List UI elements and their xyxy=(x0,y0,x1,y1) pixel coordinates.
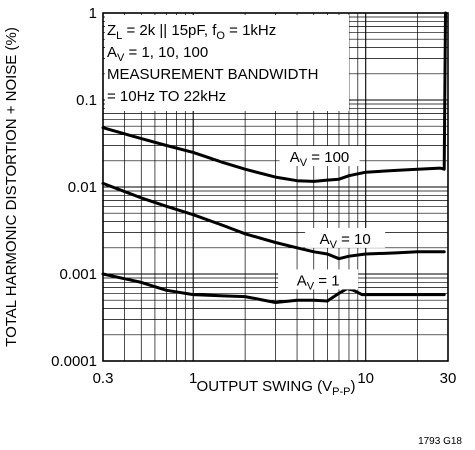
series-label-background xyxy=(279,145,360,166)
conditions-subscript: O xyxy=(216,30,225,42)
series-label-sub: V xyxy=(300,157,308,169)
y-tick-label: 1 xyxy=(89,5,97,22)
conditions-line: MEASUREMENT BANDWIDTH xyxy=(107,66,318,83)
conditions-text: Z xyxy=(107,22,116,39)
plot-frame xyxy=(102,12,449,362)
series-line xyxy=(101,272,446,304)
conditions-line: = 10Hz TO 22kHz xyxy=(107,88,226,105)
series-label-main: A xyxy=(320,231,330,248)
series-label-sub: V xyxy=(330,239,338,251)
series-line xyxy=(101,11,447,183)
series-label-sub: V xyxy=(307,280,315,292)
series-label-main: A xyxy=(290,149,300,166)
series-label-main: A xyxy=(297,272,307,289)
y-tick-label: 0.0001 xyxy=(51,353,97,370)
conditions-text: = 10Hz TO 22kHz xyxy=(107,88,226,105)
series-line xyxy=(101,181,446,261)
figure-code: 1793 G18 xyxy=(418,436,462,447)
y-tick-label: 0.001 xyxy=(59,266,97,283)
conditions-line: ZL = 2k || 15pF, fO = 1kHz xyxy=(107,22,276,42)
y-tick-label: 0.1 xyxy=(76,92,97,109)
tick-labels: 0.3 1 10 30 1 0.1 0.01 0.001 0.0001 xyxy=(51,5,456,387)
series-label-background xyxy=(305,227,386,248)
x-axis-title-sub: P-P xyxy=(332,386,350,398)
x-tick-label: 30 xyxy=(440,370,457,387)
conditions-text: MEASUREMENT BANDWIDTH xyxy=(107,66,318,83)
y-axis-title: TOTAL HARMONIC DISTORTION + NOISE (%) xyxy=(3,27,20,347)
x-tick-label: 0.3 xyxy=(93,370,114,387)
conditions-text: = 1, 10, 100 xyxy=(124,44,208,61)
series-label-rest: = 10 xyxy=(337,231,371,248)
x-tick-label: 1 xyxy=(189,370,197,387)
conditions-text: A xyxy=(107,44,117,61)
series-label: AV = 10 xyxy=(320,231,371,251)
x-axis-title: OUTPUT SWING (VP-P) xyxy=(197,378,356,398)
conditions-subscript: V xyxy=(117,52,125,64)
conditions-text: = 1kHz xyxy=(225,22,276,39)
conditions-box xyxy=(105,15,349,111)
conditions-text: = 2k || 15pF, f xyxy=(122,22,217,39)
conditions-line: AV = 1, 10, 100 xyxy=(107,44,208,64)
series-label: AV = 100 xyxy=(290,149,349,169)
x-axis-title-main: OUTPUT SWING (V xyxy=(197,378,333,395)
x-axis-title-close: ) xyxy=(350,378,355,395)
series-label: AV = 1 xyxy=(297,272,340,292)
series-label-rest: = 100 xyxy=(307,149,349,166)
y-tick-label: 0.01 xyxy=(68,179,97,196)
x-tick-label: 10 xyxy=(357,370,374,387)
conditions-subscript: L xyxy=(116,30,122,42)
series-label-background xyxy=(278,269,359,290)
series-label-rest: = 1 xyxy=(314,272,339,289)
